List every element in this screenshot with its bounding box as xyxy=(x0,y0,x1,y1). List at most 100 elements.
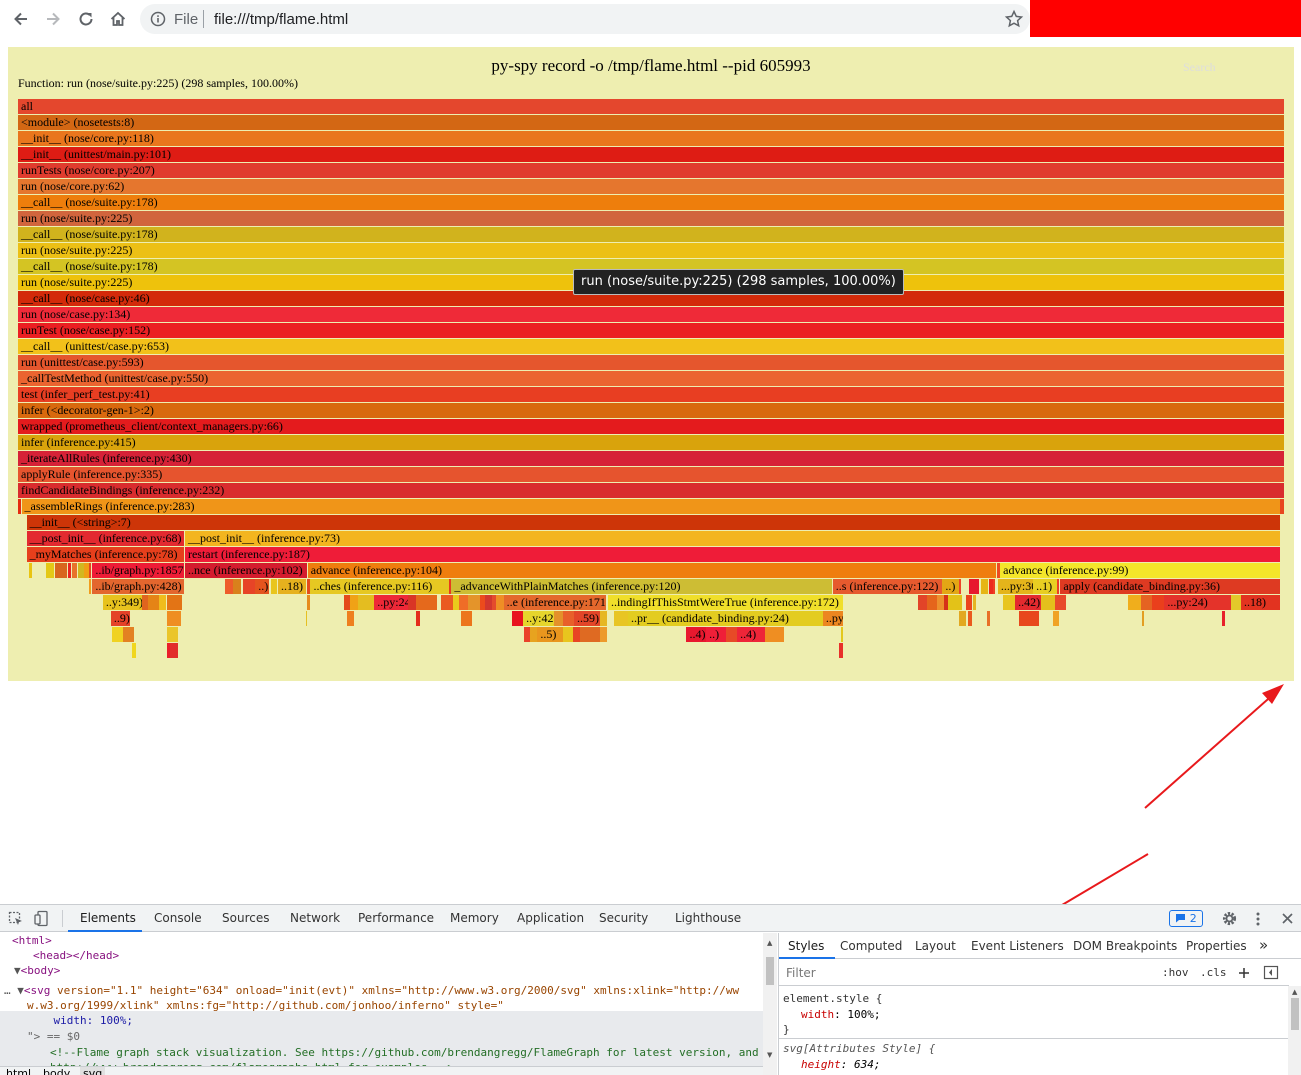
flame-frame[interactable]: restart (inference.py:187) xyxy=(184,547,1280,562)
flame-frame[interactable] xyxy=(158,595,167,610)
flame-frame[interactable] xyxy=(599,627,607,642)
tab-application[interactable]: Application xyxy=(517,911,585,925)
flame-frame[interactable]: runTests (nose/core.py:207) xyxy=(18,163,1284,178)
flame-frame[interactable] xyxy=(1019,611,1039,626)
flame-frame[interactable] xyxy=(170,643,179,658)
elements-scrollbar[interactable]: ▲ ▼ xyxy=(763,933,777,1075)
triangle-down-icon[interactable]: ▼ xyxy=(14,964,21,977)
flame-frame[interactable] xyxy=(572,627,581,642)
flame-frame[interactable]: ..y:42) xyxy=(523,611,554,626)
flame-frame[interactable] xyxy=(968,579,979,594)
flame-frame[interactable]: _callTestMethod (unittest/case.py:550) xyxy=(18,371,1284,386)
styles-filter-input[interactable]: Filter xyxy=(786,966,816,980)
flame-frame[interactable]: _iterateAllRules (inference.py:430) xyxy=(18,451,1284,466)
flame-frame[interactable] xyxy=(726,627,738,642)
flame-frame[interactable]: ..nce (inference.py:102) xyxy=(184,563,308,578)
flame-frame[interactable]: run (nose/suite.py:225) xyxy=(18,243,1284,258)
device-toolbar-icon[interactable] xyxy=(34,910,50,927)
flame-frame[interactable]: infer (inference.py:415) xyxy=(18,435,1284,450)
flame-frame[interactable] xyxy=(307,595,310,610)
flame-frame[interactable] xyxy=(927,595,937,610)
flame-frame[interactable]: ..59) xyxy=(574,611,601,626)
flame-frame[interactable]: __post_init__ (inference.py:73) xyxy=(184,531,1280,546)
flame-frame[interactable]: advance (inference.py:104) xyxy=(307,563,997,578)
flame-frame[interactable] xyxy=(959,611,967,626)
tab-lighthouse[interactable]: Lighthouse xyxy=(675,911,742,925)
flame-frame[interactable]: run (nose/case.py:134) xyxy=(18,307,1284,322)
flame-frame[interactable]: runTest (nose/case.py:152) xyxy=(18,323,1284,338)
tab-styles[interactable]: Styles xyxy=(788,939,825,953)
flame-frame[interactable] xyxy=(764,627,784,642)
flame-frame[interactable]: test (infer_perf_test.py:41) xyxy=(18,387,1284,402)
flame-frame[interactable]: wrapped (prometheus_client/context_manag… xyxy=(18,419,1284,434)
node-body-row[interactable]: ▼<body> xyxy=(14,963,60,978)
tab-dom-breakpoints[interactable]: DOM Breakpoints xyxy=(1073,939,1178,953)
flame-frame[interactable] xyxy=(225,579,233,594)
close-icon[interactable] xyxy=(1281,912,1294,925)
flame-frame[interactable] xyxy=(614,611,628,626)
triangle-down-icon[interactable]: ▼ xyxy=(17,984,24,997)
flame-frame[interactable] xyxy=(242,579,256,594)
flame-frame[interactable]: ..) xyxy=(255,579,270,594)
flame-frame[interactable]: ..py:24) xyxy=(374,595,408,610)
flame-frame[interactable] xyxy=(55,563,67,578)
flame-frame[interactable] xyxy=(458,595,469,610)
tab-memory[interactable]: Memory xyxy=(450,911,499,925)
flame-search-button[interactable]: Search xyxy=(1183,60,1216,74)
flame-frame[interactable]: ..) xyxy=(942,579,959,594)
flame-frame[interactable] xyxy=(1002,595,1016,610)
flame-frame[interactable]: ..42) xyxy=(1015,595,1041,610)
flame-frame[interactable]: __call__ (nose/case.py:46) xyxy=(18,291,1284,306)
star-icon[interactable] xyxy=(1004,9,1024,29)
flame-frame[interactable] xyxy=(166,643,171,658)
flame-frame[interactable] xyxy=(142,595,148,610)
flame-frame[interactable] xyxy=(917,595,928,610)
forward-button[interactable] xyxy=(40,7,66,31)
tab-computed[interactable]: Computed xyxy=(840,939,903,953)
cls-toggle[interactable]: .cls xyxy=(1200,966,1227,979)
tab-properties[interactable]: Properties xyxy=(1186,939,1247,953)
flame-frame[interactable]: ..y:349) xyxy=(102,595,143,610)
flame-frame[interactable]: <module> (nosetests:8) xyxy=(18,115,1284,130)
flame-frame[interactable] xyxy=(993,579,996,594)
tab-layout[interactable]: Layout xyxy=(915,939,956,953)
width-property[interactable]: width xyxy=(801,1008,835,1021)
reload-button[interactable] xyxy=(73,7,99,31)
flame-frame[interactable]: ..indingIfThisStmtWereTrue (inference.py… xyxy=(607,595,844,610)
flame-frame[interactable]: ..pr__ (candidate_binding.py:24) xyxy=(627,611,823,626)
flame-frame[interactable] xyxy=(270,579,277,594)
flame-frame[interactable] xyxy=(71,563,78,578)
flame-frame[interactable] xyxy=(600,611,608,626)
flame-frame[interactable] xyxy=(1141,611,1144,626)
flame-frame[interactable] xyxy=(1152,595,1165,610)
flame-frame[interactable] xyxy=(1141,595,1153,610)
flame-frame[interactable] xyxy=(562,611,575,626)
flame-frame[interactable]: _assembleRings (inference.py:283) xyxy=(21,499,1280,514)
kebab-menu-icon[interactable] xyxy=(1252,911,1264,927)
flame-frame[interactable] xyxy=(452,595,459,610)
flame-frame[interactable]: _myMatches (inference.py:78) xyxy=(26,547,185,562)
flame-frame[interactable] xyxy=(530,627,538,642)
flame-frame[interactable] xyxy=(132,643,136,658)
flame-frame[interactable] xyxy=(491,595,497,610)
flame-frame[interactable] xyxy=(449,579,451,594)
ellipsis-icon[interactable]: … xyxy=(4,984,11,997)
flame-frame[interactable]: ..) xyxy=(706,627,727,642)
flame-frame[interactable] xyxy=(1128,595,1142,610)
sidebar-toggle-icon[interactable] xyxy=(1263,965,1279,980)
flame-frame[interactable]: __post_init__ (inference.py:68) xyxy=(26,531,185,546)
flame-frame[interactable] xyxy=(1221,611,1225,626)
flame-frame[interactable] xyxy=(948,595,963,610)
tab-elements[interactable]: Elements xyxy=(80,911,136,925)
crumb-body[interactable]: body xyxy=(43,1067,71,1075)
flame-frame[interactable] xyxy=(1052,611,1060,626)
flame-frame[interactable] xyxy=(1230,595,1241,610)
url-text[interactable]: file:///tmp/flame.html xyxy=(214,11,349,28)
flame-frame[interactable]: applyRule (inference.py:335) xyxy=(18,467,1284,482)
flame-frame[interactable] xyxy=(166,627,179,642)
flame-frame[interactable]: infer (<decorator-gen-1>:2) xyxy=(18,403,1284,418)
node-head[interactable]: <head></head> xyxy=(33,949,120,962)
flame-frame[interactable]: ..4) xyxy=(737,627,765,642)
flame-frame[interactable] xyxy=(357,595,375,610)
flame-frame[interactable]: apply (candidate_binding.py:36) xyxy=(1060,579,1280,594)
